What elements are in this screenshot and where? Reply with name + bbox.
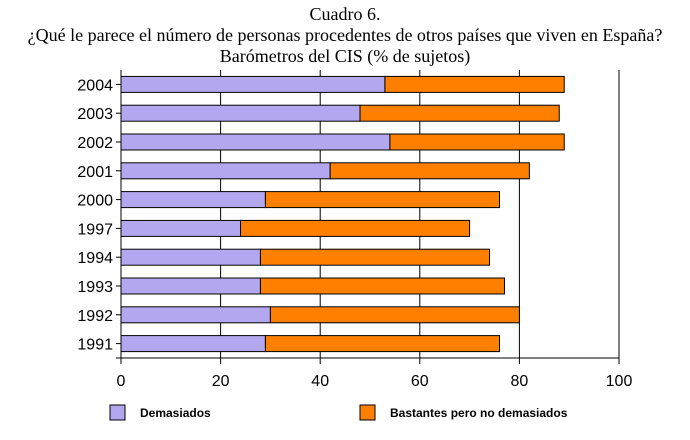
bar-1994-series-2 — [259, 248, 491, 266]
legend-swatch-series-1 — [109, 404, 126, 421]
bar-1992-series-1 — [120, 306, 271, 324]
x-tick-label-100: 100 — [606, 373, 633, 390]
bar-1991-series-2 — [264, 335, 500, 353]
chart-title: Cuadro 6. — [309, 4, 381, 24]
bar-1993-series-2 — [259, 277, 505, 295]
x-tick-label-40: 40 — [311, 373, 329, 390]
y-tick-label-2002: 2002 — [77, 135, 113, 152]
legend: Demasiados Bastantes pero no demasiados — [109, 404, 568, 421]
y-tick-label-1993: 1993 — [77, 279, 113, 296]
bar-2001-series-2 — [329, 162, 530, 180]
bar-1994-series-1 — [120, 248, 261, 266]
legend-label-series-1: Demasiados — [140, 406, 211, 420]
bar-1993-series-1 — [120, 277, 261, 295]
bar-2004-series-2 — [384, 75, 565, 93]
bar-1991-series-1 — [120, 335, 266, 353]
x-tick-label-60: 60 — [411, 373, 429, 390]
legend-swatch-series-2 — [359, 404, 376, 421]
chart-titles: Cuadro 6. ¿Qué le parece el número de pe… — [0, 4, 690, 67]
y-tick-label-2004: 2004 — [77, 77, 113, 94]
bar-2004-series-1 — [120, 75, 386, 93]
bar-2003-series-2 — [359, 104, 560, 122]
bar-1997-series-2 — [240, 219, 471, 237]
chart-subtitle-2: Barómetros del CIS (% de sujetos) — [219, 46, 471, 66]
bar-1997-series-1 — [120, 219, 242, 237]
y-tick-label-2001: 2001 — [77, 164, 113, 181]
bar-2002-series-2 — [389, 133, 565, 151]
bar-2000-series-1 — [120, 191, 266, 209]
chart-subtitle: ¿Qué le parece el número de personas pro… — [27, 25, 663, 45]
x-tick-label-80: 80 — [511, 373, 529, 390]
bar-1992-series-2 — [269, 306, 520, 324]
bar-2003-series-1 — [120, 104, 361, 122]
bar-2001-series-1 — [120, 162, 331, 180]
y-tick-label-1991: 1991 — [77, 337, 113, 354]
y-tick-label-2003: 2003 — [77, 106, 113, 123]
y-tick-label-1994: 1994 — [77, 250, 113, 267]
y-tick-label-1997: 1997 — [77, 221, 113, 238]
x-tick-label-0: 0 — [117, 373, 126, 390]
x-tick-label-20: 20 — [212, 373, 230, 390]
bars — [120, 75, 565, 353]
bar-2002-series-1 — [120, 133, 391, 151]
y-tick-label-2000: 2000 — [77, 193, 113, 210]
axes: 2004 2003 2002 2001 2000 1997 1994 1993 1992 1991… — [77, 70, 632, 390]
legend-label-series-2: Bastantes pero no demasiados — [390, 406, 568, 420]
y-tick-label-1992: 1992 — [77, 308, 113, 325]
bar-2000-series-2 — [264, 191, 500, 209]
